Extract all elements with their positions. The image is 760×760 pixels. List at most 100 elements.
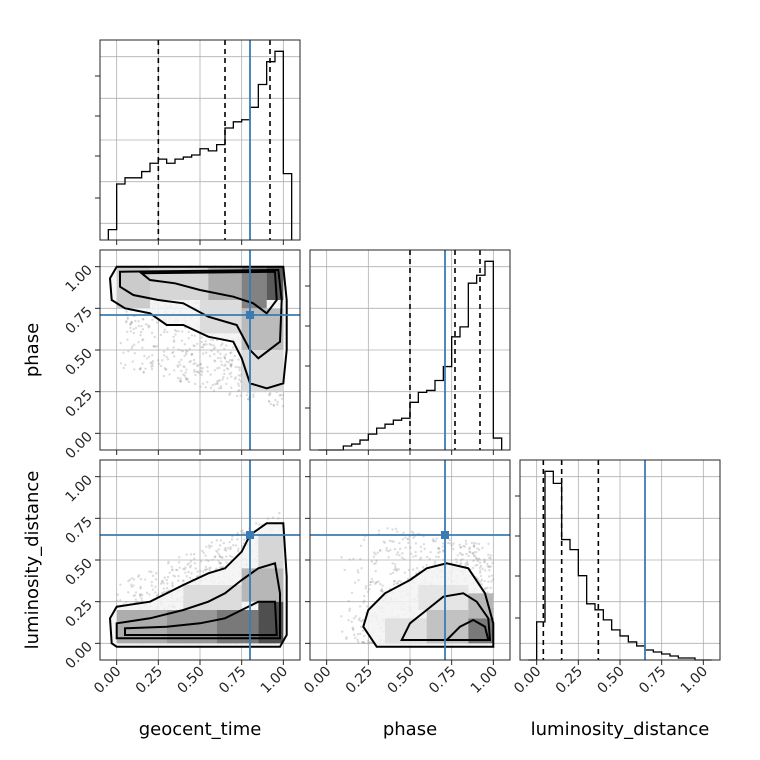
- sample-point: [364, 587, 368, 590]
- sample-point: [181, 350, 185, 353]
- sample-point: [125, 320, 128, 324]
- sample-point: [237, 389, 240, 392]
- sample-point: [373, 551, 376, 554]
- sample-point: [225, 555, 228, 558]
- sample-point: [386, 527, 389, 530]
- sample-point: [478, 571, 482, 574]
- sample-point: [475, 557, 478, 560]
- sample-point: [379, 549, 382, 553]
- sample-point: [397, 568, 401, 571]
- sample-point: [234, 376, 238, 379]
- sample-point: [185, 368, 188, 371]
- sample-point: [466, 563, 470, 567]
- sample-point: [156, 359, 160, 362]
- sample-point: [116, 593, 120, 596]
- sample-point: [162, 350, 166, 353]
- sample-point: [223, 357, 227, 360]
- sample-point: [487, 565, 490, 568]
- sample-point: [140, 324, 143, 328]
- panel-geocent_time-luminosity_distance: [108, 511, 288, 648]
- sample-point: [137, 575, 140, 579]
- x-tick-label: 0.75: [426, 664, 459, 697]
- sample-point: [395, 582, 398, 585]
- sample-point: [180, 349, 183, 352]
- sample-point: [366, 642, 369, 645]
- sample-point: [239, 394, 242, 397]
- sample-point: [180, 339, 184, 342]
- sample-point: [216, 382, 219, 385]
- sample-point: [127, 350, 130, 353]
- sample-point: [373, 562, 376, 566]
- sample-point: [140, 593, 144, 597]
- sample-point: [213, 346, 217, 349]
- histogram-phase: [318, 260, 503, 451]
- sample-point: [438, 550, 441, 553]
- sample-point: [132, 327, 135, 331]
- sample-point: [479, 569, 482, 572]
- sample-point: [229, 371, 233, 375]
- sample-point: [220, 555, 224, 559]
- sample-point: [170, 581, 174, 585]
- sample-point: [462, 544, 465, 548]
- y-tick-label: 0.50: [62, 346, 95, 379]
- sample-point: [155, 594, 159, 598]
- sample-point: [224, 546, 227, 550]
- sample-point: [268, 393, 272, 396]
- sample-point: [202, 570, 205, 573]
- sample-point: [398, 541, 401, 545]
- sample-point: [357, 640, 360, 644]
- sample-point: [354, 636, 357, 640]
- sample-point: [486, 586, 489, 590]
- sample-point: [438, 547, 441, 550]
- sample-point: [229, 364, 233, 368]
- sample-point: [129, 329, 133, 333]
- sample-point: [380, 588, 384, 591]
- sample-point: [229, 363, 232, 367]
- sample-point: [216, 350, 220, 353]
- sample-point: [231, 358, 234, 362]
- sample-point: [213, 382, 217, 386]
- sample-point: [471, 552, 474, 555]
- sample-point: [392, 583, 396, 586]
- sample-point: [446, 541, 450, 545]
- sample-point: [254, 522, 258, 525]
- sample-point: [375, 580, 378, 584]
- sample-point: [398, 547, 402, 551]
- sample-point: [154, 591, 157, 594]
- y-tick-label: 0.25: [62, 387, 95, 420]
- sample-point: [200, 336, 204, 339]
- sample-point: [215, 382, 219, 385]
- sample-point: [132, 343, 136, 346]
- sample-point: [358, 616, 361, 620]
- sample-point: [486, 565, 489, 568]
- sample-point: [171, 568, 174, 571]
- sample-point: [184, 349, 188, 352]
- sample-point: [400, 556, 404, 559]
- sample-point: [143, 578, 147, 581]
- sample-point: [225, 382, 228, 386]
- sample-point: [182, 567, 185, 571]
- sample-point: [210, 541, 214, 544]
- sample-point: [139, 367, 142, 371]
- sample-point: [362, 641, 365, 644]
- sample-point: [141, 346, 144, 350]
- density-cell: [258, 535, 284, 569]
- sample-point: [345, 636, 348, 639]
- sample-point: [478, 558, 481, 561]
- sample-point: [179, 380, 183, 383]
- sample-point: [151, 364, 154, 368]
- sample-point: [360, 567, 363, 570]
- sample-point: [215, 567, 218, 570]
- sample-point: [138, 593, 142, 596]
- sample-point: [245, 393, 249, 397]
- sample-point: [161, 579, 164, 583]
- sample-point: [163, 576, 166, 579]
- sample-point: [474, 556, 478, 560]
- sample-point: [162, 330, 166, 334]
- sample-point: [126, 316, 129, 319]
- sample-point: [472, 551, 476, 554]
- sample-point: [459, 545, 463, 549]
- sample-point: [217, 560, 220, 563]
- sample-point: [124, 363, 127, 367]
